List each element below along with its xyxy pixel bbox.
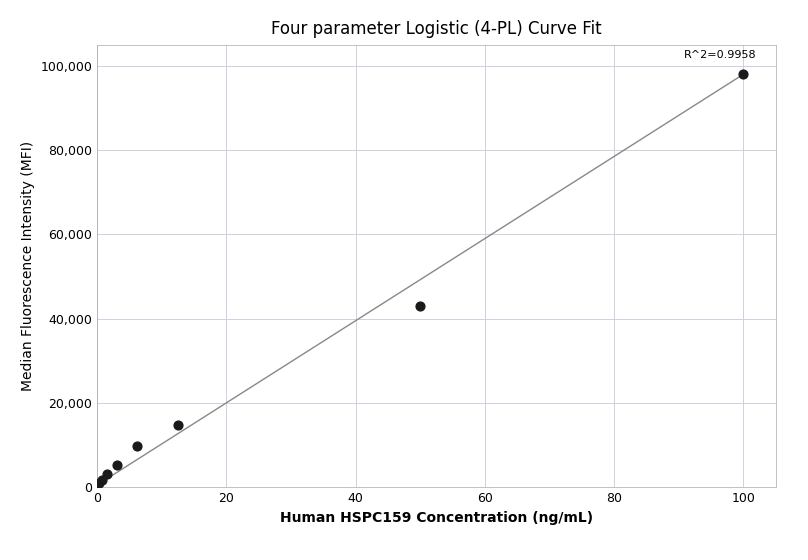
Point xyxy=(111,461,124,470)
Point xyxy=(95,475,108,484)
Title: Four parameter Logistic (4-PL) Curve Fit: Four parameter Logistic (4-PL) Curve Fit xyxy=(271,20,602,38)
Point xyxy=(100,469,113,478)
Point xyxy=(131,441,144,450)
Point xyxy=(93,478,106,487)
Text: R^2=0.9958: R^2=0.9958 xyxy=(684,49,756,59)
Y-axis label: Median Fluorescence Intensity (MFI): Median Fluorescence Intensity (MFI) xyxy=(21,141,35,391)
Point xyxy=(171,421,184,430)
Point xyxy=(737,70,750,79)
Point xyxy=(414,301,427,310)
X-axis label: Human HSPC159 Concentration (ng/mL): Human HSPC159 Concentration (ng/mL) xyxy=(280,511,593,525)
